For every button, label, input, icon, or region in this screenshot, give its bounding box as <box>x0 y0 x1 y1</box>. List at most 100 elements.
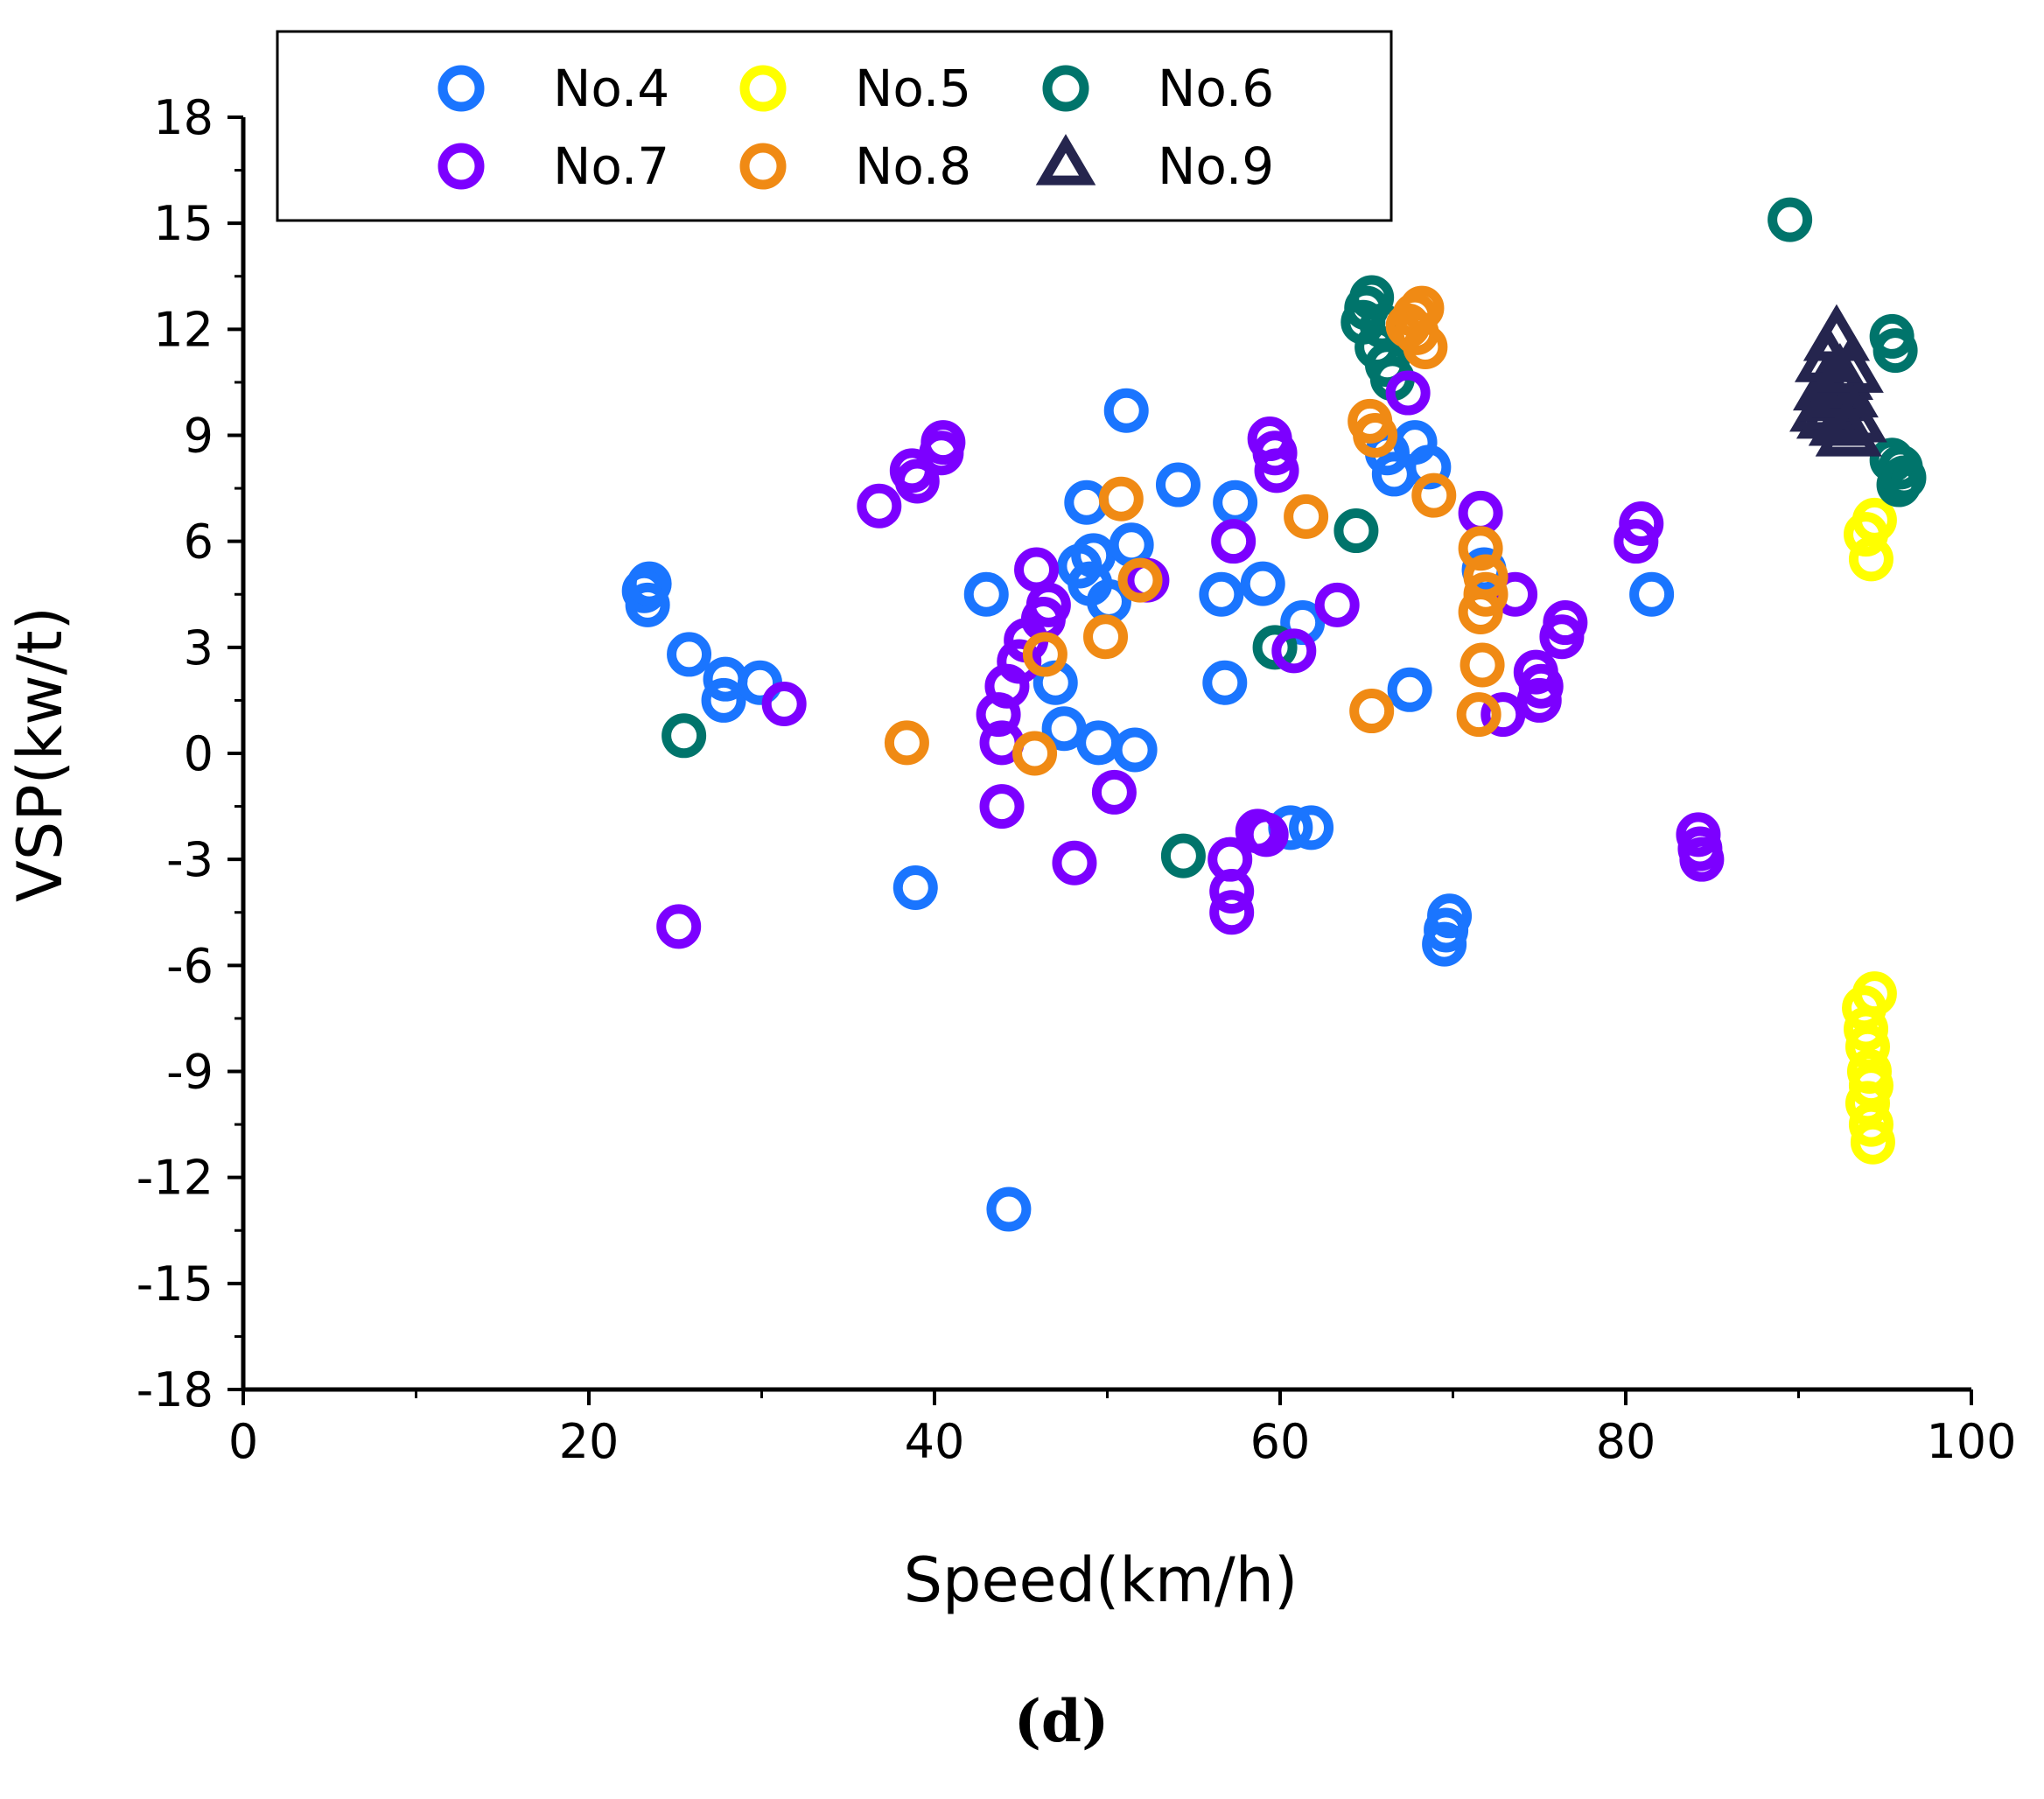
data-point <box>857 483 902 528</box>
data-point <box>1271 628 1317 674</box>
legend: No.4 No.5 No.6 No.7 No.8 No.9 <box>276 30 1393 222</box>
data-point <box>701 677 746 723</box>
y-tick-label: 15 <box>153 196 214 251</box>
data-point <box>1243 812 1289 858</box>
data-point <box>892 864 938 910</box>
data-point <box>1071 533 1116 578</box>
series-no-4 <box>621 388 1675 1232</box>
data-point <box>1112 727 1158 773</box>
data-point <box>1460 642 1505 688</box>
data-point <box>1252 430 1298 476</box>
legend-marker <box>438 65 485 112</box>
data-point <box>963 571 1009 617</box>
data-point <box>1411 472 1457 518</box>
data-point <box>1209 869 1255 914</box>
y-tick-label: 3 <box>184 620 214 676</box>
data-point <box>1852 497 1897 542</box>
data-point <box>1209 890 1255 935</box>
x-tick-label: 0 <box>228 1414 258 1469</box>
data-point <box>1155 462 1200 508</box>
data-point <box>1289 805 1334 850</box>
series-no-9 <box>1789 304 1887 457</box>
legend-entry: No.5 <box>739 59 971 118</box>
data-point <box>1543 600 1588 646</box>
data-point <box>894 458 940 504</box>
data-point <box>1422 921 1467 967</box>
data-point <box>1334 508 1379 554</box>
y-tick-label: -18 <box>136 1362 214 1418</box>
legend-label: No.7 <box>553 136 669 196</box>
data-point <box>656 904 702 949</box>
y-tick-label: -12 <box>136 1151 214 1206</box>
y-tick-label: -15 <box>136 1256 214 1312</box>
x-tick-label: 100 <box>1926 1414 2016 1469</box>
data-point <box>1427 893 1473 939</box>
data-point <box>1109 522 1154 568</box>
legend-entry: No.4 <box>438 59 669 118</box>
data-point <box>1629 571 1675 617</box>
data-point <box>1199 571 1244 617</box>
legend-entry: No.9 <box>1035 134 1274 196</box>
data-point <box>1820 385 1887 443</box>
legend-marker <box>1035 134 1096 186</box>
data-point <box>1850 1119 1895 1165</box>
x-tick-label: 20 <box>559 1414 620 1469</box>
data-point <box>1240 561 1285 606</box>
series-no-6 <box>662 197 1927 878</box>
data-point <box>667 632 712 677</box>
series-no-8 <box>884 285 1508 776</box>
data-point <box>1349 689 1395 734</box>
y-tick-label: 18 <box>153 90 214 145</box>
data-point <box>1852 971 1897 1017</box>
data-point <box>1052 840 1097 886</box>
legend-marker <box>739 143 787 190</box>
data-point <box>1463 554 1508 599</box>
x-tick-label: 40 <box>905 1414 965 1469</box>
x-tick-label: 60 <box>1250 1414 1311 1469</box>
data-point <box>1456 692 1502 738</box>
legend-items: No.4 No.5 No.6 No.7 No.8 No.9 <box>438 59 1274 196</box>
y-tick-label: 12 <box>153 302 214 357</box>
data-point <box>1881 455 1927 500</box>
data-point <box>761 681 807 726</box>
data-point <box>1012 731 1058 776</box>
legend-label: No.8 <box>855 136 971 196</box>
data-point <box>986 1186 1032 1232</box>
data-point <box>1103 388 1149 433</box>
data-point <box>1022 632 1068 677</box>
data-point <box>1213 480 1258 525</box>
data-point <box>625 582 670 627</box>
panel-label: (d) <box>1014 1687 1110 1755</box>
data-point <box>997 639 1042 684</box>
data-point <box>1458 526 1503 571</box>
data-point <box>1848 1102 1894 1147</box>
series-no-5 <box>1842 497 1897 1165</box>
data-points <box>621 197 1927 1232</box>
data-point <box>1480 692 1526 738</box>
data-point <box>884 720 929 766</box>
legend-entry: No.7 <box>438 136 669 196</box>
data-point <box>1252 625 1298 670</box>
legend-label: No.9 <box>1158 136 1274 196</box>
data-point <box>1314 582 1360 627</box>
data-point <box>1816 335 1884 393</box>
data-point <box>1160 833 1206 878</box>
x-axis-label: Speed(km/h) <box>904 1544 1298 1616</box>
x-tick-label: 80 <box>1596 1414 1656 1469</box>
data-point <box>1014 547 1060 592</box>
x-axis-ticks: 0 20 40 60 80 100 <box>228 1390 2017 1469</box>
legend-entry: No.6 <box>1042 59 1274 118</box>
data-point <box>662 713 707 759</box>
legend-entry: No.8 <box>739 136 971 196</box>
data-point <box>1463 571 1508 617</box>
data-point <box>1083 614 1129 660</box>
data-point <box>1117 557 1163 603</box>
data-point <box>626 561 672 606</box>
data-point <box>1768 197 1813 242</box>
legend-marker <box>438 143 485 190</box>
data-point <box>979 784 1025 830</box>
y-tick-label: -9 <box>166 1045 214 1100</box>
data-point <box>1098 476 1144 522</box>
y-axis-label: VSP(kw/t) <box>4 606 76 902</box>
